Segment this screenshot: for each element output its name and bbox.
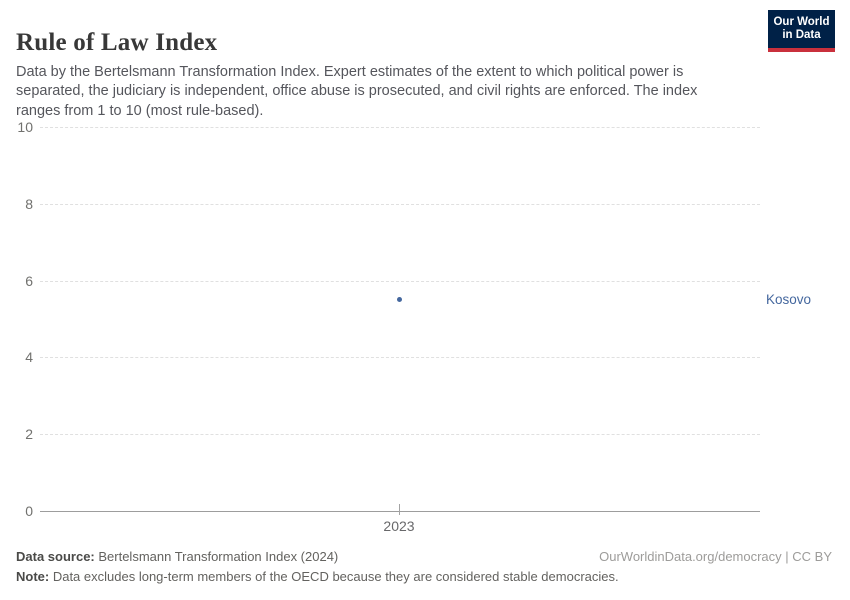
- y-tick-label-8: 8: [25, 195, 33, 212]
- owid-logo-red-bar: [768, 48, 835, 52]
- note-line: Note: Data excludes long-term members of…: [16, 569, 619, 584]
- data-source-line: Data source: Bertelsmann Transformation …: [16, 549, 338, 564]
- series-label-kosovo[interactable]: Kosovo: [766, 291, 812, 307]
- gridline-4: [40, 357, 760, 359]
- owid-link[interactable]: OurWorldinData.org/democracy | CC BY: [599, 549, 832, 564]
- owid-logo[interactable]: Our World in Data: [768, 10, 835, 52]
- x-tick-label: 2023: [383, 518, 415, 534]
- note-text: Data excludes long-term members of the O…: [49, 569, 619, 584]
- page-title: Rule of Law Index: [16, 28, 218, 56]
- gridline-0: [40, 511, 760, 512]
- data-point-kosovo[interactable]: [396, 297, 402, 303]
- data-source-text: Bertelsmann Transformation Index (2024): [94, 549, 339, 564]
- y-tick-label-10: 10: [17, 119, 33, 135]
- y-tick-label-0: 0: [25, 503, 33, 519]
- data-source-label: Data source:: [16, 549, 95, 564]
- gridline-10: [40, 127, 760, 128]
- gridline-8: [40, 203, 760, 205]
- note-label: Note:: [16, 569, 50, 584]
- gridline-6: [40, 280, 760, 282]
- x-tick-mark: [399, 504, 400, 515]
- chart-subtitle: Data by the Bertelsmann Transformation I…: [16, 63, 698, 119]
- y-tick-label-4: 4: [25, 349, 33, 366]
- owid-logo-text: Our World in Data: [768, 10, 835, 48]
- y-tick-label-6: 6: [25, 272, 33, 289]
- gridline-2: [40, 434, 760, 436]
- y-tick-label-2: 2: [25, 426, 33, 443]
